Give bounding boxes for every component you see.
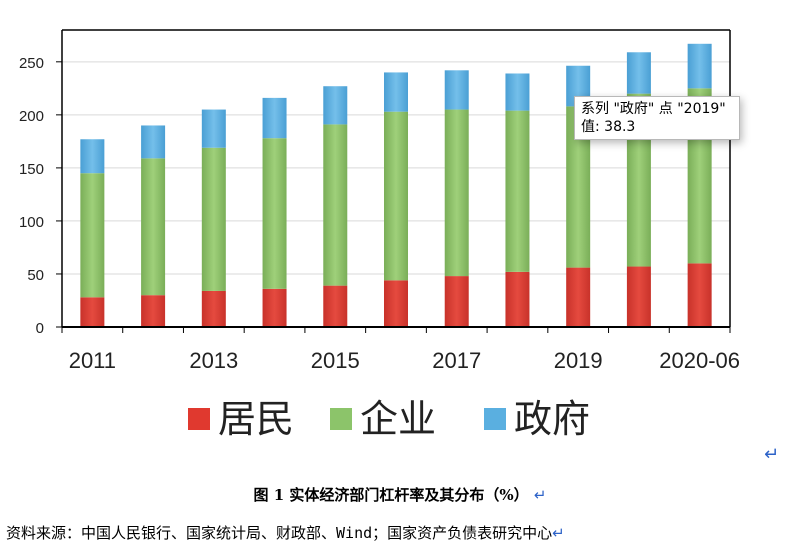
bar-政府-2018 <box>505 73 530 111</box>
legend-label-企业: 企业 <box>360 397 436 441</box>
source-text: 资料来源：中国人民银行、国家统计局、财政部、Wind；国家资产负债表研究中心 <box>6 524 553 542</box>
bar-居民-2020 <box>626 266 651 327</box>
source-return-mark: ↵ <box>552 524 565 542</box>
bar-政府-2020-06 <box>687 43 712 89</box>
x-tick-label: 2020-06 <box>659 348 740 373</box>
legend-swatch-居民 <box>188 408 210 430</box>
bar-企业-2018 <box>505 110 530 272</box>
caption-return-mark: ↵ <box>533 486 547 504</box>
bar-企业-2012 <box>141 158 166 296</box>
bar-政府-2011 <box>80 139 105 174</box>
legend-swatch-政府 <box>484 408 506 430</box>
bar-居民-2020-06 <box>687 263 712 327</box>
bar-企业-2015 <box>323 124 348 286</box>
bar-政府-2012 <box>141 125 166 159</box>
bars <box>80 43 712 327</box>
y-tick-label: 0 <box>36 320 44 337</box>
bar-居民-2014 <box>262 288 287 327</box>
x-tick-label: 2015 <box>311 348 360 373</box>
x-tick-label: 2019 <box>554 348 603 373</box>
caption-text: 图 1 实体经济部门杠杆率及其分布（%） <box>253 486 529 504</box>
bar-政府-2016 <box>384 72 408 112</box>
paragraph-return-mark: ↵ <box>764 444 780 465</box>
figure-caption: 图 1 实体经济部门杠杆率及其分布（%） ↵ <box>0 484 800 505</box>
bar-政府-2015 <box>323 86 348 125</box>
x-tick-label: 2013 <box>189 348 238 373</box>
legend-swatch-企业 <box>330 408 352 430</box>
tooltip: 系列 "政府" 点 "2019" 值: 38.3 <box>574 96 740 140</box>
tooltip-line-2: 值: 38.3 <box>581 119 636 135</box>
bar-居民-2018 <box>505 271 530 327</box>
bar-企业-2011 <box>80 173 105 298</box>
bar-居民-2011 <box>80 297 105 327</box>
bar-企业-2014 <box>262 138 287 289</box>
legend-label-居民: 居民 <box>218 397 294 441</box>
legend: 居民 企业 政府 <box>188 397 590 441</box>
y-tick-label: 100 <box>19 214 44 231</box>
y-tick-label: 250 <box>19 55 44 72</box>
tooltip-line-1: 系列 "政府" 点 "2019" <box>581 101 726 117</box>
bar-居民-2012 <box>141 295 166 327</box>
x-tick-label: 2017 <box>432 348 481 373</box>
bar-企业-2017 <box>444 109 469 277</box>
bar-居民-2016 <box>384 280 408 327</box>
y-tick-label: 200 <box>19 108 44 125</box>
bar-政府-2017 <box>444 70 469 110</box>
x-tick-label: 2011 <box>69 348 116 373</box>
source-note: 资料来源：中国人民银行、国家统计局、财政部、Wind；国家资产负债表研究中心↵ <box>6 522 565 543</box>
chart: 0 50 100 150 200 250 2011 2013 2015 2017 2019 2020-… <box>19 29 740 441</box>
axes: 0 50 100 150 200 250 2011 2013 2015 2017 2019 2020-… <box>19 29 740 373</box>
y-tick-label: 50 <box>27 267 44 284</box>
bar-政府-2014 <box>262 97 287 139</box>
bar-企业-2013 <box>201 147 226 291</box>
y-tick-label: 150 <box>19 161 44 178</box>
legend-label-政府: 政府 <box>514 397 590 441</box>
bar-居民-2017 <box>444 276 469 327</box>
bar-居民-2019 <box>566 267 591 327</box>
bar-居民-2015 <box>323 285 348 327</box>
bar-居民-2013 <box>201 290 226 327</box>
bar-企业-2016 <box>384 111 408 281</box>
bar-政府-2020 <box>626 52 651 94</box>
bar-政府-2013 <box>201 109 226 148</box>
